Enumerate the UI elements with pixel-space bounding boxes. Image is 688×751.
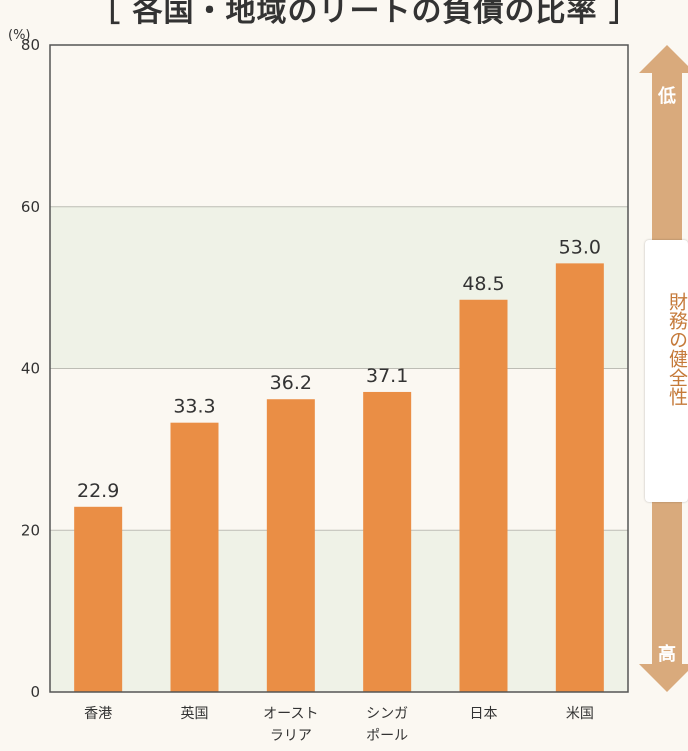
background-bands: [50, 206, 628, 692]
bar-1: [170, 422, 219, 692]
x-tick-label: 英国: [181, 705, 209, 722]
bar-2: [266, 399, 315, 692]
y-tick-label: 20: [21, 521, 40, 539]
gridlines: [50, 206, 628, 531]
y-tick-label: 40: [21, 360, 40, 378]
band-1: [50, 206, 628, 369]
x-tick-label: 香港: [84, 706, 112, 722]
scale-middle-label: 財務の健全性: [666, 292, 688, 406]
value-labels: 22.9 33.3 36.2 37.1 48.5 53.0: [77, 236, 601, 501]
bar-0: [74, 506, 123, 692]
bars: [74, 263, 604, 692]
x-tick-label: オースト: [263, 706, 318, 722]
x-tick-label: 米国: [566, 706, 594, 722]
y-tick-label: 80: [21, 36, 40, 54]
value-label: 36.2: [270, 372, 312, 394]
x-tick-label: ポール: [366, 728, 408, 744]
x-tick-label: シンガ: [366, 706, 408, 722]
x-tick-label: ラリア: [270, 728, 312, 744]
value-label: 53.0: [559, 236, 601, 258]
y-axis-unit: (%): [8, 28, 31, 43]
chart-title: ［ 各国・地域のリートの負債の比率 ］: [90, 0, 640, 29]
value-label: 22.9: [77, 480, 119, 502]
x-tick-label: 日本: [470, 706, 498, 722]
y-tick-labels: 0 20 40 60 80: [21, 36, 40, 701]
bar-3: [363, 391, 412, 692]
band-0: [50, 530, 628, 692]
bar-4: [459, 299, 508, 692]
bar-5: [555, 263, 604, 692]
scale-bottom-label: 高: [658, 644, 676, 665]
scale-middle-box: 財務の健全性: [645, 240, 688, 502]
y-tick-label: 0: [30, 683, 40, 701]
scale-top-label: 低: [658, 86, 676, 107]
value-label: 48.5: [462, 273, 504, 295]
value-label: 37.1: [366, 365, 408, 387]
plot-frame: [49, 44, 629, 693]
value-label: 33.3: [173, 396, 215, 418]
y-tick-label: 60: [21, 198, 40, 216]
